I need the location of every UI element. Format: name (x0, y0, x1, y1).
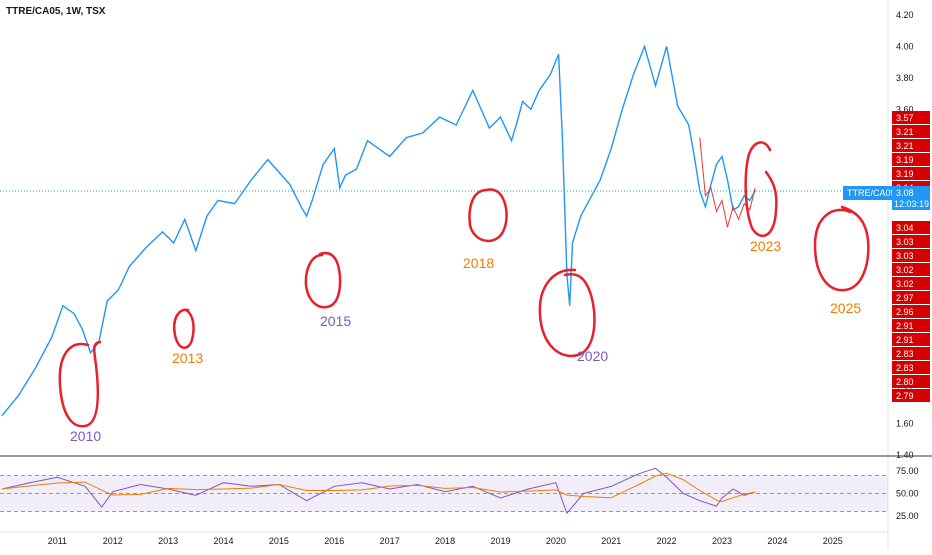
price-tag-9: 3.02 (896, 265, 914, 275)
price-tag-bg-15 (892, 347, 930, 360)
price-tag-bg-12 (892, 305, 930, 318)
x-tick-2024: 2024 (767, 536, 787, 546)
rsi-tick-75.00: 75.00 (896, 466, 919, 476)
time-axis[interactable]: 2011 2012 2013 2014 2015 2016 2017 2018 2019 2020… (48, 536, 843, 546)
label-2013: 2013 (172, 350, 203, 366)
x-tick-2019: 2019 (490, 536, 510, 546)
current-countdown: 12:03:19 (894, 199, 929, 209)
price-tag-18: 2.79 (896, 391, 914, 401)
current-price-tag: TTRE/CA05 3.08 12:03:19 (843, 186, 930, 210)
x-tick-2012: 2012 (103, 536, 123, 546)
price-tag-bg-2 (892, 139, 930, 152)
y-tick-3.60: 3.60 (896, 104, 914, 114)
price-tag-14: 2.91 (896, 335, 914, 345)
price-tag-bg-13 (892, 319, 930, 332)
rsi-tick-50.00: 50.00 (896, 489, 919, 499)
price-tag-bg-0 (892, 111, 930, 124)
x-tick-2013: 2013 (158, 536, 178, 546)
price-series (1, 44, 756, 417)
price-tag-8: 3.03 (896, 251, 914, 261)
price-tag-13: 2.91 (896, 321, 914, 331)
price-tag-bg-17 (892, 375, 930, 388)
label-2023: 2023 (750, 238, 781, 254)
circle-2023 (744, 141, 778, 238)
price-tag-bg-8 (892, 249, 930, 262)
price-tag-bg-9 (892, 263, 930, 276)
label-2015: 2015 (320, 313, 351, 329)
price-tag-bg-6 (892, 221, 930, 234)
x-tick-2018: 2018 (435, 536, 455, 546)
price-tag-bg-14 (892, 333, 930, 346)
price-tag-bg-1 (892, 125, 930, 138)
price-tag-bg-3 (892, 153, 930, 166)
label-2018: 2018 (463, 255, 494, 271)
x-tick-2025: 2025 (823, 536, 843, 546)
current-price: 3.08 (896, 188, 914, 198)
price-tag-bg-16 (892, 361, 930, 374)
price-tag-bg-4 (892, 167, 930, 180)
label-2010: 2010 (70, 428, 101, 444)
price-tag-10: 3.02 (896, 279, 914, 289)
x-tick-2020: 2020 (546, 536, 566, 546)
x-tick-2021: 2021 (601, 536, 621, 546)
x-tick-2017: 2017 (380, 536, 400, 546)
circle-2025 (813, 205, 870, 292)
circle-2013 (173, 308, 195, 349)
x-tick-2015: 2015 (269, 536, 289, 546)
price-tag-3: 3.19 (896, 155, 914, 165)
current-price-box (892, 186, 930, 210)
x-tick-2011: 2011 (48, 536, 67, 546)
price-tag-11: 2.97 (896, 293, 914, 303)
label-2020: 2020 (577, 348, 608, 364)
annotation-circles (58, 141, 870, 428)
rsi-tick-25.00: 25.00 (896, 511, 919, 521)
x-tick-2023: 2023 (712, 536, 732, 546)
x-tick-2016: 2016 (324, 536, 344, 546)
rsi-pane: 75.00 50.00 25.00 (0, 466, 919, 521)
price-tag-2: 3.21 (896, 141, 914, 151)
y-tick-1.40: 1.40 (896, 450, 914, 460)
label-2025: 2025 (830, 300, 861, 316)
price-tag-bg-10 (892, 277, 930, 290)
circle-2020 (538, 268, 596, 358)
chart-title: TTRE/CA05, 1W, TSX (6, 6, 106, 17)
price-tag-bg-7 (892, 235, 930, 248)
y-tick-1.60: 1.60 (896, 419, 914, 429)
price-tag-16: 2.83 (896, 363, 914, 373)
price-tag-1: 3.21 (896, 127, 914, 137)
circle-2015 (304, 251, 342, 309)
price-tag-0: 3.57 (896, 113, 914, 123)
price-tag-17: 2.80 (896, 377, 914, 387)
price-tag-12: 2.96 (896, 307, 914, 317)
series-line-0 (1, 44, 756, 417)
y-tick-4.00: 4.00 (896, 41, 914, 51)
x-tick-2022: 2022 (657, 536, 677, 546)
price-tags: 3.573.213.213.193.193.143.043.033.033.02… (892, 111, 930, 402)
price-tag-bg-11 (892, 291, 930, 304)
current-symbol: TTRE/CA05 (847, 188, 896, 198)
x-tick-2014: 2014 (214, 536, 234, 546)
price-tag-6: 3.04 (896, 223, 914, 233)
price-tag-4: 3.19 (896, 169, 914, 179)
rsi-ma-line (1, 472, 756, 503)
price-tag-bg-18 (892, 389, 930, 402)
price-tag-15: 2.83 (896, 349, 914, 359)
price-tag-7: 3.03 (896, 237, 914, 247)
y-tick-4.20: 4.20 (896, 10, 914, 20)
rsi-line (1, 467, 756, 515)
y-tick-3.80: 3.80 (896, 73, 914, 83)
circle-2018 (468, 188, 508, 243)
circle-2010 (58, 340, 102, 428)
